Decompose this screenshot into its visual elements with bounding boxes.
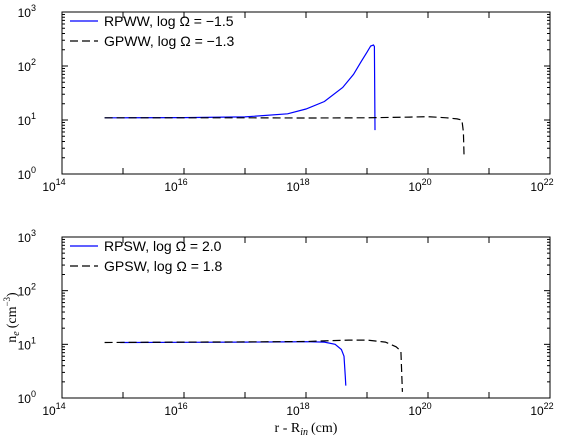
- x-tick-label: 1018: [286, 177, 309, 194]
- x-tick-label: 1016: [164, 401, 187, 418]
- y-tick-label: 101: [18, 111, 36, 128]
- series-line-2: [104, 339, 403, 392]
- series-line-2: [104, 116, 465, 158]
- legend-label: GPSW, log Ω = 1.8: [104, 258, 222, 274]
- x-tick-label: 1014: [42, 401, 65, 418]
- x-tick-label: 1020: [408, 401, 431, 418]
- x-tick-label: 1016: [164, 177, 187, 194]
- x-tick-label: 1014: [42, 177, 65, 194]
- legend-label: RPWW, log Ω = −1.5: [104, 13, 234, 29]
- y-tick-label: 100: [18, 165, 36, 182]
- y-tick-label: 102: [18, 282, 36, 299]
- series-line-1: [120, 341, 347, 386]
- y-tick-label: 102: [18, 57, 36, 74]
- y-tick-label: 103: [18, 3, 36, 20]
- x-axis-title: r - Rin (cm): [275, 421, 338, 437]
- y-tick-label: 100: [18, 389, 36, 406]
- chart-panel-bottom: 1014 1016 1018 1020 1022 100 101 102 103 RPSW, lo…: [2, 228, 554, 437]
- y-axis-title: ne(cm−3): [2, 292, 22, 343]
- x-tick-label: 1022: [530, 401, 553, 418]
- legend-label: GPWW, log Ω = −1.3: [104, 33, 235, 49]
- x-tick-label: 1018: [286, 401, 309, 418]
- x-tick-label: 1020: [408, 177, 431, 194]
- x-tick-label: 1022: [530, 177, 553, 194]
- chart-panel-top: 1014 1016 1018 1020 1022 100 101 102 103 RPWW, lo…: [18, 3, 554, 194]
- y-tick-label: 103: [18, 228, 36, 245]
- y-tick-label: 101: [18, 335, 36, 352]
- legend-label: RPSW, log Ω = 2.0: [104, 238, 222, 254]
